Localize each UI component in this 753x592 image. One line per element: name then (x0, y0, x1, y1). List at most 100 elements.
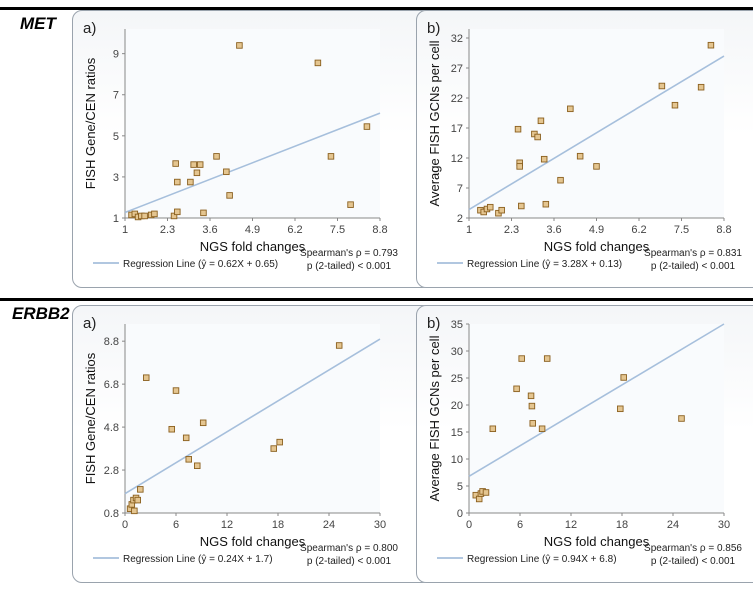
x-tick-label: 2.3 (160, 224, 175, 236)
data-point (540, 155, 548, 163)
legend-label: Regression Line (ŷ = 0.62X + 0.65) (123, 259, 278, 270)
data-point (170, 212, 178, 220)
x-tick-label: 4.9 (589, 224, 604, 236)
x-tick-label: 2.3 (504, 224, 519, 236)
x-tick-label: 3.6 (202, 224, 217, 236)
panel-label: a) (83, 20, 96, 37)
data-point (172, 387, 180, 394)
data-point (134, 496, 142, 504)
spearman-rho-text: Spearman's ρ = 0.856 (644, 543, 742, 554)
panel-label: a) (83, 315, 96, 332)
x-axis-title: NGS fold changes (544, 534, 650, 549)
x-tick-label: 18 (616, 519, 628, 531)
y-tick-label: 22 (451, 93, 463, 105)
y-axis-title: Average FISH GCNs per cell (427, 40, 442, 206)
y-tick-label: 5 (113, 131, 119, 143)
y-tick-label: 25 (451, 373, 463, 385)
plot-area (125, 324, 380, 513)
panel-label: b) (427, 315, 440, 332)
data-point (174, 178, 181, 186)
data-point (593, 163, 600, 170)
data-point (199, 419, 207, 427)
regression-line (468, 323, 725, 477)
y-tick-label: 3 (113, 172, 119, 184)
scatter-chart-erbb2-b: b) 0 6 12 18 24 30 0 5 10 15 20 25 30 35 NGS fold chang… (427, 315, 742, 567)
y-tick-label: 10 (451, 454, 463, 466)
regression-line (468, 55, 725, 211)
data-point (335, 342, 343, 349)
y-tick-label: 1 (113, 213, 119, 225)
x-tick-label: 12 (565, 519, 577, 531)
data-point (196, 161, 204, 168)
x-tick-label: 7.5 (674, 224, 689, 236)
x-tick-label: 18 (272, 519, 284, 531)
section-divider-middle (0, 298, 753, 301)
data-point (174, 208, 181, 216)
data-point (151, 210, 158, 218)
y-tick-label: 2 (457, 213, 463, 225)
y-axis-title: FISH Gene/CEN ratios (83, 57, 98, 189)
p-value-text: p (2-tailed) < 0.001 (651, 261, 736, 272)
data-point (213, 153, 220, 160)
x-tick-label: 24 (667, 519, 679, 531)
spearman-rho-text: Spearman's ρ = 0.800 (300, 543, 398, 554)
data-point (518, 355, 525, 362)
y-tick-label: 5 (457, 481, 463, 493)
data-point (498, 206, 505, 214)
gene-label-met: MET (20, 14, 56, 33)
data-point (223, 168, 230, 176)
data-point (363, 123, 371, 130)
data-point (276, 438, 283, 446)
data-point (142, 374, 150, 381)
y-tick-label: 0.8 (104, 508, 119, 520)
chart-panel-met-a: a) 1 2.3 3.6 4.9 6.2 7.5 8.8 1 3 5 7 9 NGS fold chang… (72, 10, 432, 288)
data-point (543, 355, 551, 362)
data-point (617, 405, 624, 413)
x-tick-label: 6.2 (631, 224, 646, 236)
scatter-chart-erbb2-a: a) 0 6 12 18 24 30 0.8 2.8 4.8 6.8 8.8 NGS fold chan… (83, 315, 398, 567)
data-point (537, 117, 545, 125)
plot-area (469, 324, 724, 513)
data-point (542, 200, 550, 208)
y-tick-label: 4.8 (104, 422, 119, 434)
y-tick-label: 30 (451, 346, 463, 358)
data-point (482, 489, 490, 496)
data-point (557, 176, 564, 184)
data-point (697, 83, 705, 91)
y-tick-label: 20 (451, 400, 463, 412)
x-axis-title: NGS fold changes (200, 239, 306, 254)
data-point (270, 445, 277, 452)
data-point (576, 152, 584, 160)
data-point (516, 163, 523, 170)
section-divider-top (0, 7, 753, 10)
y-tick-label: 7 (113, 90, 119, 102)
data-point (538, 425, 546, 433)
p-value-text: p (2-tailed) < 0.001 (307, 556, 392, 567)
x-tick-label: 6 (517, 519, 523, 531)
y-axis-title: FISH Gene/CEN ratios (83, 352, 98, 484)
y-tick-label: 7 (457, 183, 463, 195)
data-point (347, 201, 354, 208)
data-point (141, 212, 148, 220)
spearman-rho-text: Spearman's ρ = 0.831 (644, 248, 742, 259)
plot-area (125, 29, 380, 218)
spearman-rho-text: Spearman's ρ = 0.793 (300, 248, 398, 259)
data-point (707, 41, 715, 49)
data-point (327, 153, 335, 160)
data-point (620, 374, 627, 381)
data-point (236, 42, 243, 49)
data-point (513, 385, 520, 393)
data-point (534, 133, 541, 141)
p-value-text: p (2-tailed) < 0.001 (651, 556, 736, 567)
panel-label: b) (427, 20, 440, 37)
data-point (131, 507, 138, 515)
data-point (185, 456, 192, 463)
data-point (489, 425, 497, 433)
x-tick-label: 3.6 (546, 224, 561, 236)
x-axis-title: NGS fold changes (200, 534, 306, 549)
x-tick-label: 12 (221, 519, 233, 531)
gene-label-erbb2: ERBB2 (12, 304, 70, 323)
data-point (314, 59, 322, 67)
data-point (190, 161, 197, 168)
